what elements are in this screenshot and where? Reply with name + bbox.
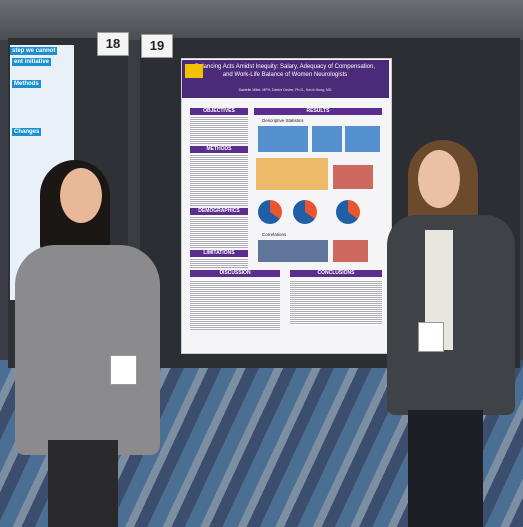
poster-figure <box>333 165 373 189</box>
badge <box>418 322 444 352</box>
section-heading: DEMOGRAPHICS <box>190 208 248 215</box>
poster-authors: Danielle Miller, MPH, Deidre Devier, Ph.… <box>238 88 332 92</box>
poster-figure <box>333 240 368 262</box>
face <box>418 150 460 208</box>
poster-figure <box>345 126 380 152</box>
body-text <box>290 280 382 325</box>
subheading: Correlations <box>262 232 287 237</box>
left-poster-heading: Methods <box>12 80 41 88</box>
face <box>60 168 102 223</box>
pie-chart <box>258 200 282 224</box>
badge <box>110 355 137 385</box>
section-heading: RESULTS <box>254 108 382 115</box>
pants <box>48 440 118 527</box>
poster-header <box>182 60 389 98</box>
poster-figure <box>258 126 308 152</box>
poster-figure <box>312 126 342 152</box>
section-heading: CONCLUSIONS <box>290 270 382 277</box>
pie-chart <box>336 200 360 224</box>
section-heading: OBJECTIVES <box>190 108 248 115</box>
left-poster-heading: ent initiative <box>12 58 52 66</box>
left-poster-heading: step we cannot <box>10 47 58 55</box>
body-text <box>190 258 248 268</box>
subheading: Descriptive Statistics <box>262 118 304 123</box>
section-heading: METHODS <box>190 146 248 153</box>
body-text <box>190 116 248 144</box>
pie-chart <box>293 200 317 224</box>
left-poster-heading: Changes <box>12 128 42 136</box>
poster-figure <box>258 240 328 262</box>
body-text <box>190 280 280 330</box>
body-text <box>190 154 248 206</box>
logo <box>185 64 203 78</box>
ceiling-wall <box>0 0 523 40</box>
body-text <box>190 216 248 248</box>
board-number: 19 <box>141 34 173 58</box>
poster-title: Balancing Acts Amidst Inequity: Salary, … <box>195 64 375 78</box>
section-heading: LIMITATIONS <box>190 250 248 257</box>
poster-figure <box>256 158 328 190</box>
board-number: 18 <box>97 32 129 56</box>
sweater <box>15 245 160 455</box>
section-heading: DISCUSSION <box>190 270 280 277</box>
pants <box>408 410 483 527</box>
